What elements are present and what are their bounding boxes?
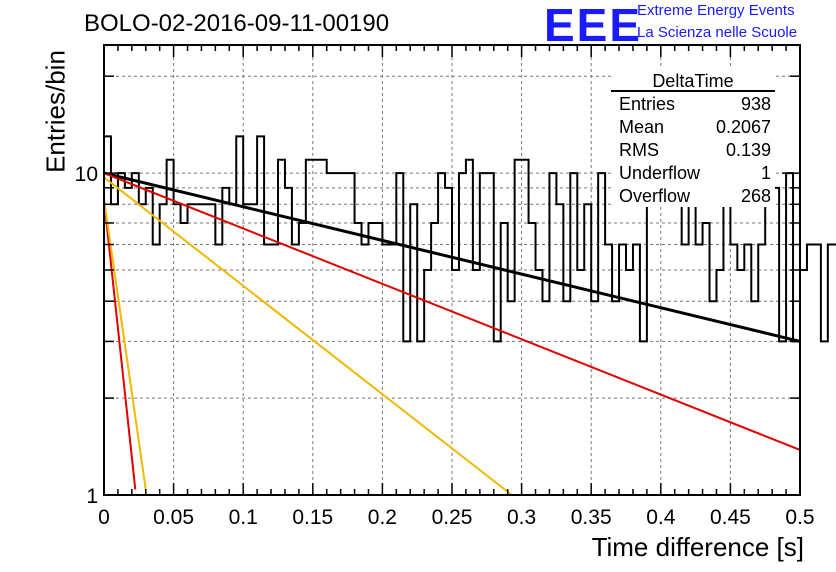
stats-row-underflow: Underflow 1 xyxy=(611,161,775,184)
x-tick-label: 0.25 xyxy=(432,506,473,529)
x-tick-label: 0.05 xyxy=(153,506,194,529)
x-tick-label: 0.45 xyxy=(710,506,751,529)
stats-label: RMS xyxy=(619,140,659,160)
histogram-title: BOLO-02-2016-09-11-00190 xyxy=(84,10,390,37)
stats-row-mean: Mean 0.2067 xyxy=(611,115,775,138)
stats-value: 268 xyxy=(740,186,771,206)
fit-slow-red-line xyxy=(103,172,801,451)
stats-value: 938 xyxy=(740,94,771,114)
y-tick-label: 10 xyxy=(75,163,98,186)
fit-total-line xyxy=(103,171,801,343)
stats-title: DeltaTime xyxy=(611,68,775,92)
x-tick-label: 0.15 xyxy=(292,506,333,529)
stats-box: DeltaTime Entries 938 Mean 0.2067 RMS 0.139… xyxy=(611,68,775,207)
stats-row-rms: RMS 0.139 xyxy=(611,138,775,161)
x-tick-label: 0.2 xyxy=(368,506,397,529)
eee-logo: EEE xyxy=(544,0,643,51)
x-tick-label: 0.3 xyxy=(507,506,536,529)
x-tick-label: 0.4 xyxy=(646,506,676,529)
x-axis-label: Time difference [s] xyxy=(591,532,804,562)
logo-line-1: Extreme Energy Events xyxy=(637,2,795,19)
y-tick-label: 1 xyxy=(86,485,98,508)
stats-value: 0.2067 xyxy=(715,117,771,137)
stats-row-overflow: Overflow 268 xyxy=(611,184,775,207)
stats-value: 0.139 xyxy=(725,140,771,160)
logo-line-2: La Scienza nelle Scuole xyxy=(637,24,798,41)
fit-slow-yellow-line xyxy=(103,176,513,496)
stats-label: Overflow xyxy=(619,186,691,206)
x-tick-label: 0.35 xyxy=(571,506,612,529)
stats-row-entries: Entries 938 xyxy=(611,92,775,115)
stats-label: Underflow xyxy=(619,163,701,183)
stats-value: 1 xyxy=(760,163,771,183)
y-axis-label: Entries/bin xyxy=(40,50,71,173)
x-tick-label: 0.1 xyxy=(229,506,258,529)
stats-label: Mean xyxy=(619,117,665,137)
fit-fast-yellow-line xyxy=(103,199,147,490)
fit-fast-red-line xyxy=(103,199,137,490)
stats-label: Entries xyxy=(619,94,676,114)
x-tick-label: 0.5 xyxy=(785,506,814,529)
x-tick-label: 0 xyxy=(98,506,110,529)
